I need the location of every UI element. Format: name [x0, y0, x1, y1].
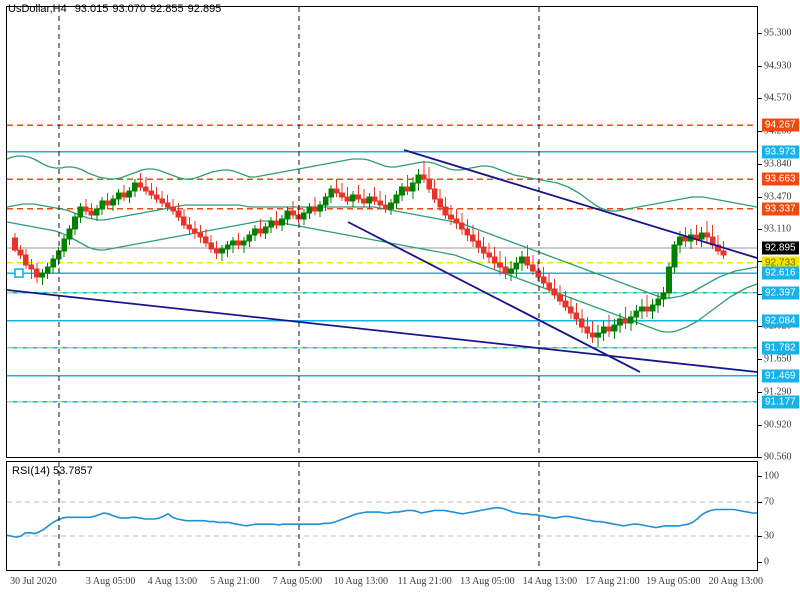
- price-axis-level-badge[interactable]: 91.782: [762, 341, 799, 355]
- price-axis-label: 91.650: [764, 353, 792, 365]
- time-axis-label: 5 Aug 21:00: [210, 576, 260, 587]
- rsi-legend-label: RSI(14) 53.7857: [12, 465, 93, 477]
- price-axis[interactable]: 95.30094.93094.57094.20093.84093.47093.1…: [758, 6, 800, 463]
- time-axis-label: 19 Aug 05:00: [646, 576, 701, 587]
- time-axis-label: 17 Aug 21:00: [585, 576, 640, 587]
- rsi-chart-canvas: [7, 462, 757, 570]
- rsi-axis-label: 30: [764, 530, 774, 542]
- time-axis-label: 3 Aug 05:00: [85, 576, 136, 587]
- price-axis-tick: [758, 294, 762, 296]
- price-axis-level-badge[interactable]: 94.267: [762, 118, 799, 132]
- price-plot-area[interactable]: [7, 7, 757, 457]
- price-axis-label: 91.290: [764, 386, 792, 398]
- price-axis-tick: [758, 326, 762, 328]
- price-axis-level-badge[interactable]: 92.895: [762, 241, 799, 255]
- rsi-axis-tick: [758, 476, 762, 477]
- price-axis-label: 93.840: [764, 158, 792, 170]
- rsi-axis-tick: [758, 536, 762, 538]
- time-axis-label: 7 Aug 05:00: [272, 576, 323, 587]
- rsi-axis-label: 0: [764, 556, 769, 568]
- price-axis-level-badge[interactable]: 92.616: [762, 266, 799, 280]
- price-chart-frame: [6, 6, 758, 458]
- price-axis-tick: [758, 196, 762, 198]
- price-axis-tick: [758, 424, 762, 426]
- price-axis-level-badge[interactable]: 93.973: [762, 145, 799, 159]
- price-axis-label: 90.560: [764, 451, 792, 463]
- price-axis-label: 95.300: [764, 27, 792, 39]
- price-axis-tick: [758, 391, 762, 393]
- time-axis-label: 14 Aug 13:00: [522, 576, 578, 587]
- price-axis-label: 93.110: [764, 223, 792, 235]
- price-axis-tick: [758, 163, 762, 165]
- price-axis-tick: [758, 457, 762, 458]
- time-axis-label: 11 Aug 21:00: [397, 576, 452, 587]
- rsi-indicator-frame: [6, 461, 758, 571]
- rsi-plot-area[interactable]: [7, 462, 757, 570]
- price-axis-label: 93.470: [764, 191, 792, 203]
- rsi-axis-tick: [758, 562, 762, 563]
- rsi-axis-label: 100: [764, 470, 779, 482]
- rsi-axis-tick: [758, 501, 762, 503]
- price-axis-label: 94.570: [764, 92, 792, 104]
- time-axis-label: 13 Aug 05:00: [460, 576, 515, 587]
- price-axis-tick: [758, 33, 762, 34]
- time-axis-label: 10 Aug 13:00: [333, 576, 389, 587]
- time-axis-label: 20 Aug 13:00: [708, 576, 764, 587]
- price-axis-level-badge[interactable]: 92.733: [762, 256, 799, 270]
- rsi-axis-label: 70: [764, 496, 774, 508]
- time-axis-label: 4 Aug 13:00: [147, 576, 198, 587]
- time-axis[interactable]: 30 Jul 2020 3 Aug 05:00 4 Aug 13:00 5 Aug 2…: [0, 574, 800, 594]
- price-axis-level-badge[interactable]: 92.084: [762, 314, 799, 328]
- price-axis-tick: [758, 359, 762, 361]
- price-axis-level-badge[interactable]: 92.397: [762, 286, 799, 300]
- price-axis-label: 94.930: [764, 60, 792, 72]
- price-axis-tick: [758, 98, 762, 100]
- price-axis-tick: [758, 228, 762, 230]
- price-axis-tick: [758, 131, 762, 133]
- price-axis-tick: [758, 66, 762, 68]
- price-axis-level-badge[interactable]: 91.177: [762, 395, 799, 409]
- price-axis-level-badge[interactable]: 93.663: [762, 172, 799, 186]
- price-chart-canvas: [7, 7, 757, 457]
- time-axis-label: 30 Jul 2020: [10, 576, 57, 587]
- price-axis-label: 90.920: [764, 419, 792, 431]
- price-axis-level-badge[interactable]: 93.337: [762, 202, 799, 216]
- price-axis-level-badge[interactable]: 91.469: [762, 369, 799, 383]
- price-axis-tick: [758, 261, 762, 263]
- rsi-axis[interactable]: 100 70 30 0: [758, 461, 800, 571]
